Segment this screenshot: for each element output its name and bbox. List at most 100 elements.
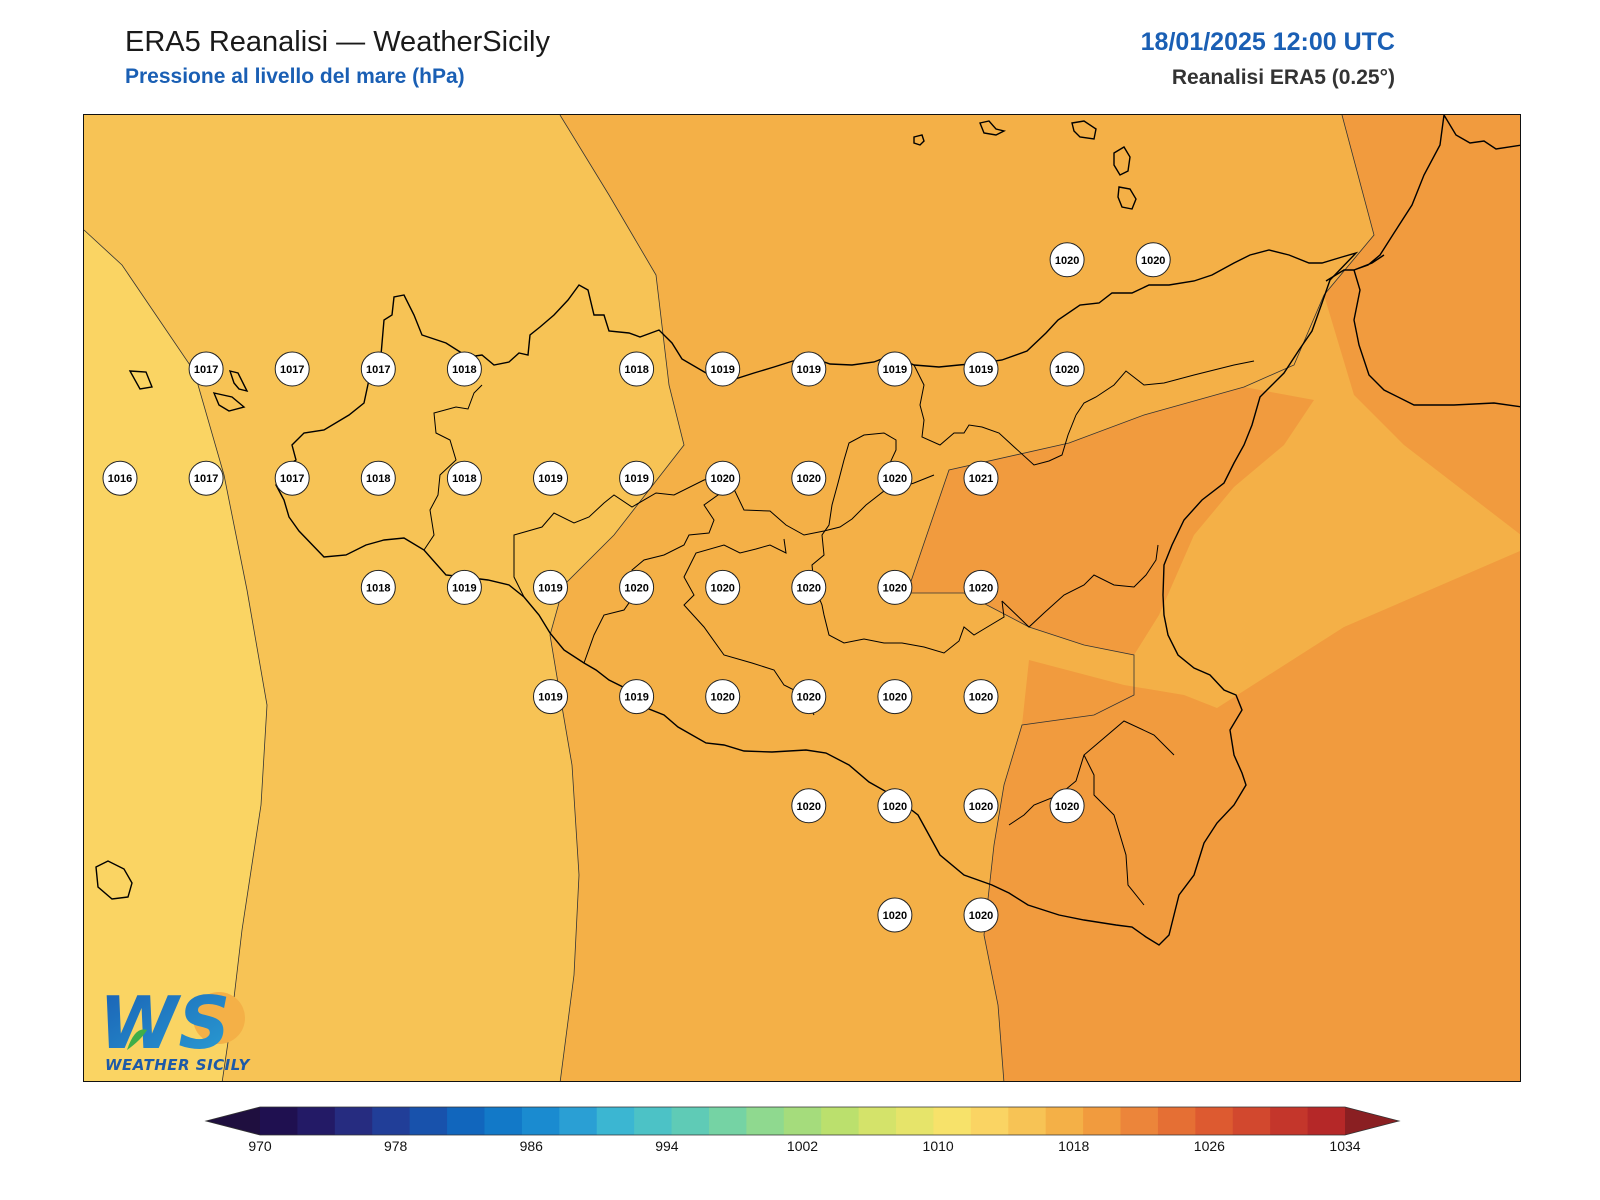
station-circle (619, 569, 655, 605)
station-marker: 1020 (705, 569, 741, 605)
station-value: 1017 (280, 364, 304, 376)
island-marettimo (228, 370, 249, 393)
colorbar-swatch (671, 1107, 710, 1135)
map-title: ERA5 Reanalisi — WeatherSicily (125, 26, 550, 58)
station-value: 1019 (452, 582, 476, 594)
station-marker: 1017 (188, 460, 224, 496)
pressure-map: 1017 1017 1017 1018 1018 1019 1019 1019 1019 1020… (84, 115, 1520, 1081)
station-value: 1020 (883, 910, 907, 922)
colorbar-tick-label: 1034 (1329, 1138, 1360, 1154)
island-favignana (212, 392, 246, 412)
station-circle (791, 569, 827, 605)
valid-datetime: 18/01/2025 12:00 UTC (1140, 28, 1395, 56)
station-marker: 1017 (188, 351, 224, 387)
weathersicily-logo: WS WEATHER SICILY (97, 980, 257, 1075)
station-circle (963, 897, 999, 933)
station-marker: 1019 (877, 351, 913, 387)
colorbar-swatch (634, 1107, 673, 1135)
station-value: 1020 (797, 473, 821, 485)
station-circle (360, 351, 396, 387)
colorbar-swatch (334, 1107, 373, 1135)
station-circle (963, 569, 999, 605)
station-circle (1049, 242, 1085, 278)
station-value: 1019 (797, 364, 821, 376)
station-circle (188, 351, 224, 387)
station-marker: 1018 (446, 351, 482, 387)
station-circle (533, 460, 568, 496)
station-marker: 1020 (705, 679, 741, 715)
colorbar-tick-label: 994 (655, 1138, 679, 1154)
station-circle (619, 351, 655, 387)
station-circle (1049, 788, 1085, 824)
station-value: 1020 (710, 473, 734, 485)
station-marker: 1020 (1135, 242, 1171, 278)
colorbar-swatch (297, 1107, 336, 1135)
station-value: 1020 (624, 582, 648, 594)
station-value: 1020 (883, 692, 907, 704)
station-value: 1018 (624, 364, 648, 376)
station-value: 1020 (969, 910, 993, 922)
logo-wordmark: WEATHER SICILY (105, 1056, 250, 1074)
station-marker: 1020 (877, 460, 913, 496)
colorbar-swatch (1157, 1107, 1196, 1135)
station-value: 1018 (452, 364, 476, 376)
station-value: 1019 (538, 692, 562, 704)
station-marker: 1020 (1049, 788, 1085, 824)
colorbar-swatch (260, 1107, 298, 1135)
station-marker: 1019 (533, 460, 568, 496)
station-circle (705, 569, 741, 605)
station-marker: 1020 (877, 679, 913, 715)
band-1020-inland (907, 387, 1314, 655)
station-value: 1020 (883, 582, 907, 594)
station-marker: 1020 (963, 788, 999, 824)
colorbar-swatch (746, 1107, 785, 1135)
station-marker: 1020 (877, 569, 913, 605)
island-vulcano (1117, 186, 1137, 210)
band-1020 (984, 115, 1520, 1081)
station-marker: 1017 (274, 460, 310, 496)
station-marker: 1020 (963, 897, 999, 933)
station-circle (446, 569, 482, 605)
station-value: 1020 (1055, 801, 1079, 813)
station-circle (619, 679, 655, 715)
station-value: 1019 (624, 473, 648, 485)
station-circle (963, 460, 999, 496)
station-value: 1017 (194, 364, 218, 376)
station-value: 1017 (194, 473, 218, 485)
station-marker: 1020 (791, 569, 827, 605)
station-marker: 1016 (102, 460, 138, 496)
station-marker: 1018 (360, 460, 396, 496)
station-circle (274, 460, 310, 496)
station-circle (102, 460, 138, 496)
colorbar-swatch (708, 1107, 747, 1135)
calabria-coast (1325, 115, 1520, 408)
station-circle (533, 569, 568, 605)
station-circle (963, 679, 999, 715)
colorbar-swatch (1083, 1107, 1122, 1135)
station-marker: 1019 (533, 679, 568, 715)
station-circle (877, 460, 913, 496)
station-marker: 1020 (791, 679, 827, 715)
station-marker: 1017 (360, 351, 396, 387)
station-value: 1018 (366, 582, 390, 594)
logo-monogram: WS (99, 981, 230, 1060)
colorbar-swatch (1008, 1107, 1047, 1135)
station-marker: 1020 (1049, 242, 1085, 278)
station-value: 1019 (883, 364, 907, 376)
colorbar-tick-label: 1010 (923, 1138, 954, 1154)
station-circle (1049, 351, 1085, 387)
station-circle (533, 679, 568, 715)
station-value: 1020 (1141, 255, 1165, 267)
station-value: 1020 (797, 801, 821, 813)
station-circle (705, 679, 741, 715)
colorbar-swatch (1270, 1107, 1309, 1135)
station-value: 1020 (797, 582, 821, 594)
island-pantelleria (95, 860, 133, 900)
colorbar-swatch (1232, 1107, 1271, 1135)
station-circle (188, 460, 224, 496)
colorbar-swatch (1307, 1107, 1346, 1135)
station-marker: 1017 (274, 351, 310, 387)
colorbar-swatch (447, 1107, 485, 1135)
colorbar-swatch (521, 1107, 560, 1135)
colorbar-under-arrow (206, 1107, 260, 1135)
